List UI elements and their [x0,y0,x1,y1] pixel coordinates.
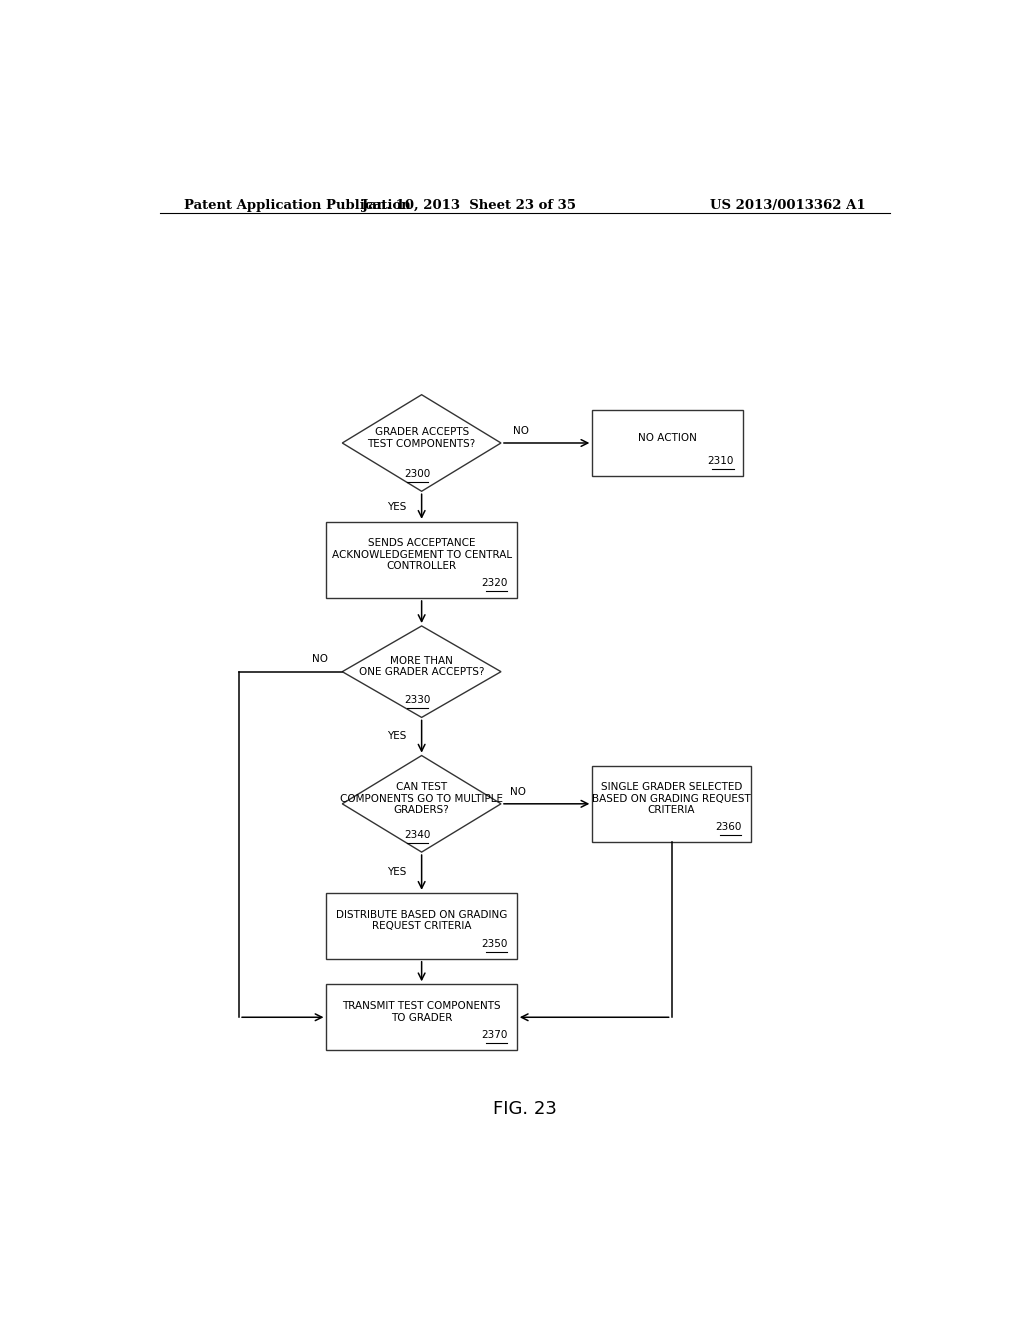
Text: YES: YES [386,502,406,512]
Text: NO ACTION: NO ACTION [638,433,697,444]
Text: DISTRIBUTE BASED ON GRADING
REQUEST CRITERIA: DISTRIBUTE BASED ON GRADING REQUEST CRIT… [336,909,507,932]
Text: Patent Application Publication: Patent Application Publication [183,198,411,211]
Polygon shape [342,395,501,491]
Text: SENDS ACCEPTANCE
ACKNOWLEDGEMENT TO CENTRAL
CONTROLLER: SENDS ACCEPTANCE ACKNOWLEDGEMENT TO CENT… [332,539,512,572]
Text: SINGLE GRADER SELECTED
BASED ON GRADING REQUEST
CRITERIA: SINGLE GRADER SELECTED BASED ON GRADING … [592,783,751,816]
Bar [327,892,517,958]
Text: YES: YES [386,731,406,742]
Bar [592,411,743,477]
Text: Jan. 10, 2013  Sheet 23 of 35: Jan. 10, 2013 Sheet 23 of 35 [362,198,577,211]
Text: CAN TEST
COMPONENTS GO TO MULTIPLE
GRADERS?: CAN TEST COMPONENTS GO TO MULTIPLE GRADE… [340,783,503,816]
Text: TRANSMIT TEST COMPONENTS
TO GRADER: TRANSMIT TEST COMPONENTS TO GRADER [342,1002,501,1023]
Bar [327,521,517,598]
Bar [327,985,517,1051]
Text: US 2013/0013362 A1: US 2013/0013362 A1 [711,198,866,211]
Text: 2310: 2310 [708,455,733,466]
Text: 2350: 2350 [481,939,507,949]
Text: FIG. 23: FIG. 23 [493,1100,557,1118]
Polygon shape [342,755,501,853]
Bar [592,766,751,842]
Text: NO: NO [312,655,328,664]
Text: 2360: 2360 [715,822,741,832]
Text: GRADER ACCEPTS
TEST COMPONENTS?: GRADER ACCEPTS TEST COMPONENTS? [368,428,476,449]
Text: YES: YES [386,867,406,878]
Text: 2330: 2330 [404,696,431,705]
Text: MORE THAN
ONE GRADER ACCEPTS?: MORE THAN ONE GRADER ACCEPTS? [358,656,484,677]
Text: 2300: 2300 [404,469,431,479]
Text: 2370: 2370 [481,1030,507,1040]
Polygon shape [342,626,501,718]
Text: NO: NO [513,426,528,436]
Text: 2340: 2340 [404,830,431,840]
Text: 2320: 2320 [481,578,507,587]
Text: NO: NO [510,787,526,796]
